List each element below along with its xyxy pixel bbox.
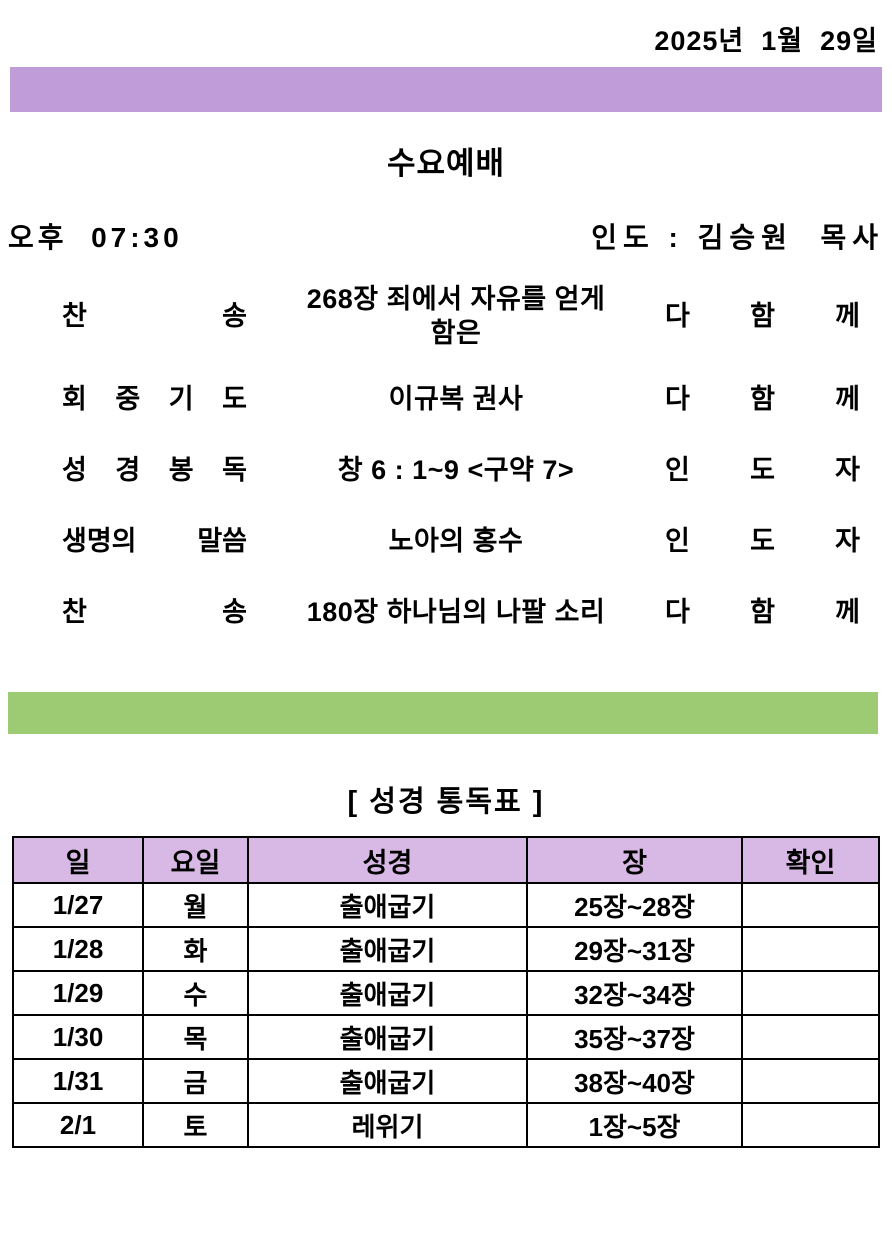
service-info-row: 오후 07:30 인도 : 김승원 목사 xyxy=(8,222,884,254)
toc-chapters-cell: 38장~40장 xyxy=(526,1058,743,1104)
service-item-performer: 다 함 께 xyxy=(665,383,860,414)
service-row-congregational-prayer: 회 중 기 도 이규복 권사 다 함 께 xyxy=(62,376,860,421)
toc-row: 1/31 금 출애굽기 38장~40장 xyxy=(12,1058,880,1104)
toc-row: 1/29 수 출애굽기 32장~34장 xyxy=(12,970,880,1016)
service-item-content-line: 함은 xyxy=(430,318,482,348)
toc-chapters-cell: 32장~34장 xyxy=(526,970,743,1016)
toc-chapters-cell: 35장~37장 xyxy=(526,1014,743,1060)
toc-book-cell: 출애굽기 xyxy=(247,882,528,928)
toc-book-cell: 출애굽기 xyxy=(247,1058,528,1104)
toc-check-cell xyxy=(741,882,880,928)
toc-book-cell: 레위기 xyxy=(247,1102,528,1148)
service-title: 수요예배 xyxy=(386,146,506,181)
toc-date-cell: 1/30 xyxy=(12,1014,144,1060)
toc-day-cell: 목 xyxy=(142,1014,249,1060)
toc-date-cell: 1/27 xyxy=(12,882,144,928)
service-item-performer: 인 도 자 xyxy=(665,525,860,556)
service-item-label: 생명의 말씀 xyxy=(62,525,247,556)
service-item-content: 노아의 홍수 xyxy=(388,525,524,556)
green-divider-bar xyxy=(8,692,878,734)
toc-row: 2/1 토 레위기 1장~5장 xyxy=(12,1102,880,1148)
toc-check-cell xyxy=(741,926,880,972)
toc-date-cell: 1/28 xyxy=(12,926,144,972)
service-item-content-line: 268장 죄에서 자유를 얻게 xyxy=(306,284,606,314)
toc-row: 1/28 화 출애굽기 29장~31장 xyxy=(12,926,880,972)
toc-check-cell xyxy=(741,970,880,1016)
service-time: 오후 07:30 xyxy=(8,222,183,253)
toc-check-cell xyxy=(741,1058,880,1104)
toc-day-cell: 수 xyxy=(142,970,249,1016)
toc-day-cell: 금 xyxy=(142,1058,249,1104)
toc-header-date: 일 xyxy=(12,836,144,884)
toc-date-cell: 1/29 xyxy=(12,970,144,1016)
toc-header-check: 확인 xyxy=(741,836,880,884)
toc-book-cell: 출애굽기 xyxy=(247,970,528,1016)
toc-day-cell: 화 xyxy=(142,926,249,972)
service-item-content: 이규복 권사 xyxy=(388,383,524,414)
toc-chapters-cell: 25장~28장 xyxy=(526,882,743,928)
service-item-content: 268장 죄에서 자유를 얻게 함은 xyxy=(271,282,641,350)
service-item-content: 창 6 : 1~9 <구약 7> xyxy=(337,454,575,485)
service-row-scripture-reading: 성 경 봉 독 창 6 : 1~9 <구약 7> 인 도 자 xyxy=(62,447,860,492)
bible-reading-table-title: [ 성경 통독표 ] xyxy=(347,786,545,818)
toc-book-cell: 출애굽기 xyxy=(247,1014,528,1060)
service-item-performer: 다 함 께 xyxy=(665,301,860,331)
toc-row: 1/27 월 출애굽기 25장~28장 xyxy=(12,882,880,928)
bible-reading-table: 일 요일 성경 장 확인 1/27 월 출애굽기 25장~28장 1/28 화 … xyxy=(12,836,880,1148)
toc-header-chapters: 장 xyxy=(526,836,743,884)
toc-header-row: 일 요일 성경 장 확인 xyxy=(12,836,880,884)
service-item-label: 찬 송 xyxy=(62,596,247,627)
service-item-label: 회 중 기 도 xyxy=(62,383,247,414)
service-order-list: 찬 송 268장 죄에서 자유를 얻게 함은 다 함 께 회 중 기 도 이규복… xyxy=(0,282,892,634)
toc-day-cell: 토 xyxy=(142,1102,249,1148)
service-item-performer: 인 도 자 xyxy=(665,454,860,485)
service-row-hymn-1: 찬 송 268장 죄에서 자유를 얻게 함은 다 함 께 xyxy=(62,282,860,350)
service-item-content: 180장 하나님의 나팔 소리 xyxy=(306,596,606,627)
toc-chapters-cell: 1장~5장 xyxy=(526,1102,743,1148)
purple-divider-bar xyxy=(10,67,882,112)
service-row-hymn-2: 찬 송 180장 하나님의 나팔 소리 다 함 께 xyxy=(62,589,860,634)
service-item-label: 성 경 봉 독 xyxy=(62,454,247,485)
service-row-sermon: 생명의 말씀 노아의 홍수 인 도 자 xyxy=(62,518,860,563)
toc-row: 1/30 목 출애굽기 35장~37장 xyxy=(12,1014,880,1060)
toc-header-book: 성경 xyxy=(247,836,528,884)
service-item-performer: 다 함 께 xyxy=(665,596,860,627)
toc-check-cell xyxy=(741,1102,880,1148)
toc-day-cell: 월 xyxy=(142,882,249,928)
document-date: 2025년 1월 29일 xyxy=(654,26,878,56)
toc-date-cell: 2/1 xyxy=(12,1102,144,1148)
toc-header-day: 요일 xyxy=(142,836,249,884)
toc-date-cell: 1/31 xyxy=(12,1058,144,1104)
toc-check-cell xyxy=(741,1014,880,1060)
service-leader: 인도 : 김승원 목사 xyxy=(591,222,884,253)
service-item-label: 찬 송 xyxy=(62,301,247,331)
toc-chapters-cell: 29장~31장 xyxy=(526,926,743,972)
toc-book-cell: 출애굽기 xyxy=(247,926,528,972)
